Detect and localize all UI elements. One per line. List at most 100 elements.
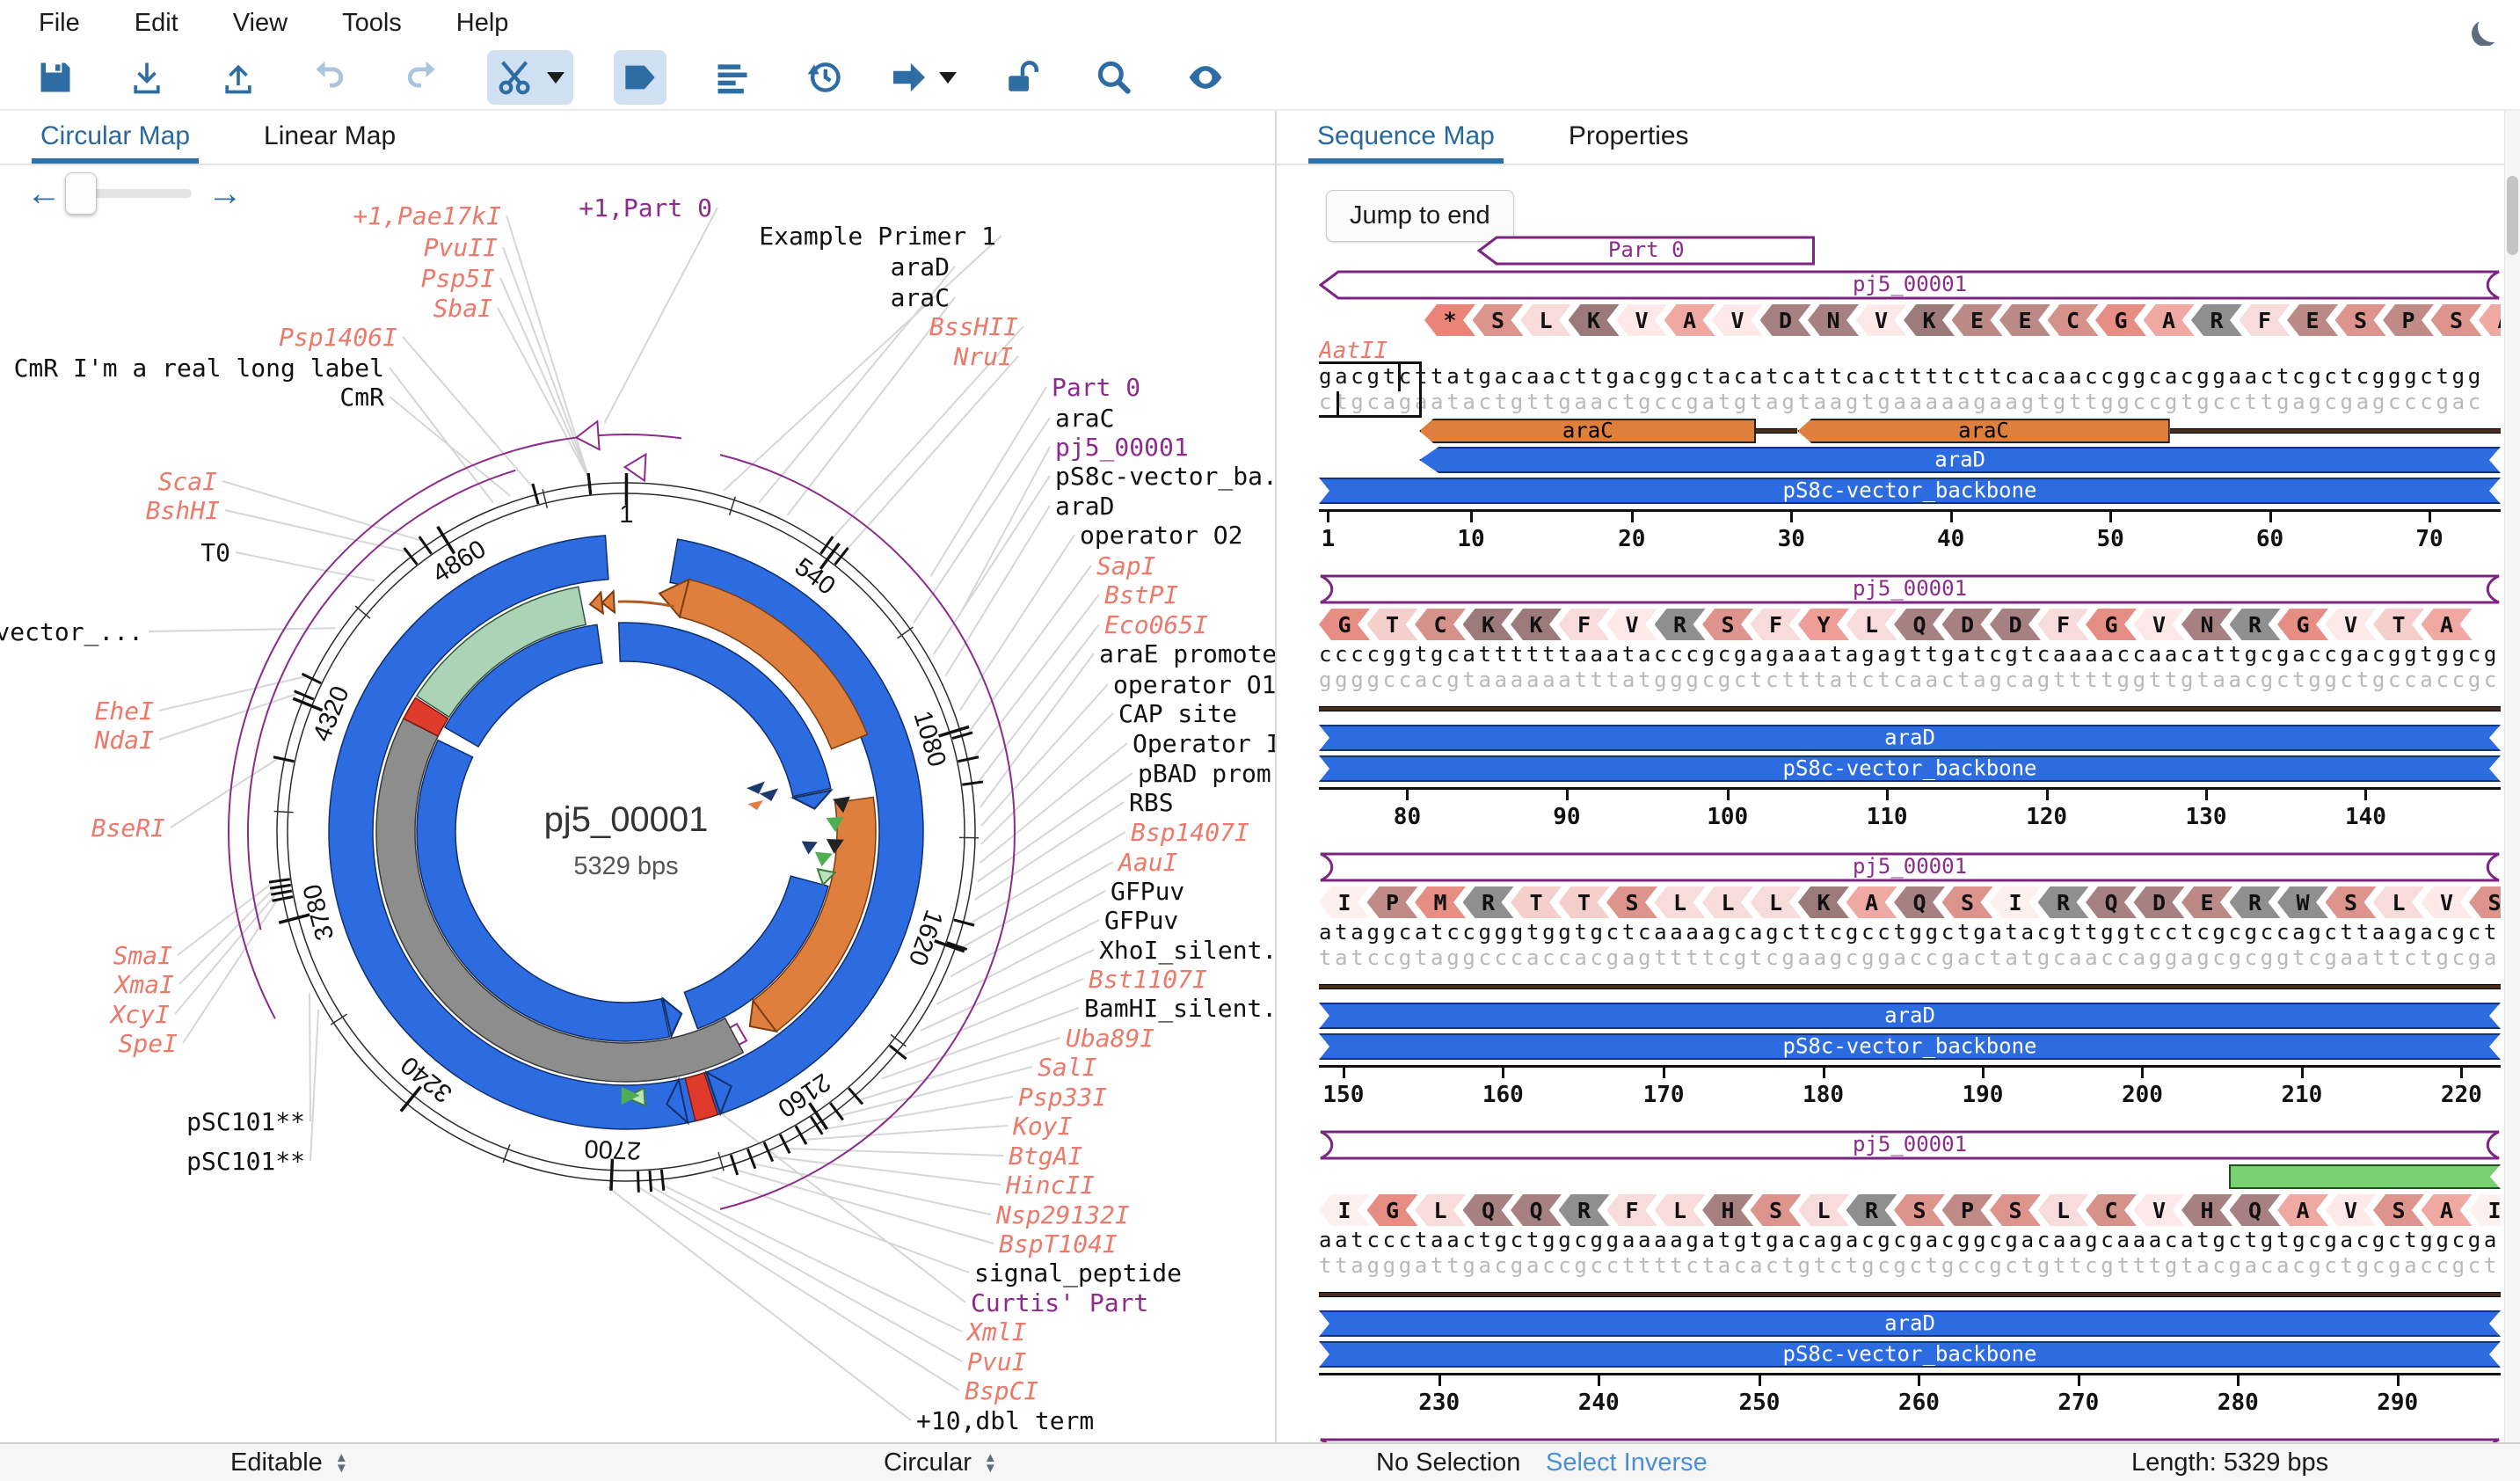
tab-circular-map[interactable]: Circular Map: [32, 121, 200, 164]
amino-acid[interactable]: R: [1463, 886, 1514, 918]
version-history-button[interactable]: [798, 50, 849, 105]
menu-item-edit[interactable]: Edit: [134, 8, 178, 37]
amino-acid[interactable]: A: [2144, 304, 2195, 336]
amino-acid[interactable]: S: [2431, 304, 2482, 336]
undo-button[interactable]: [304, 50, 355, 105]
enzyme-label-bspt104i[interactable]: BspT104I: [999, 1229, 1118, 1258]
feature-line[interactable]: [2169, 428, 2501, 434]
amino-acid[interactable]: F: [2240, 304, 2291, 336]
amino-acid[interactable]: V: [1616, 304, 1667, 336]
amino-acid[interactable]: S: [1702, 609, 1753, 640]
amino-acid[interactable]: E: [2287, 304, 2338, 336]
enzyme-label-bsshii[interactable]: BssHII: [929, 312, 1018, 341]
amino-acid[interactable]: K: [1798, 886, 1849, 918]
feature-label-gfpuv[interactable]: GFPuv: [1104, 906, 1179, 935]
feature-araC[interactable]: araC: [1797, 419, 2170, 443]
dna-sequence-reverse[interactable]: ggggccacgtaaaaaatttatgggcgctctttatctcaac…: [1319, 668, 2501, 692]
amino-acid[interactable]: A: [2277, 1194, 2328, 1226]
amino-acid[interactable]: L: [1702, 886, 1753, 918]
enzyme-label-sapi[interactable]: SapI: [1096, 551, 1156, 580]
enzyme-label-bseri[interactable]: BseRI: [91, 813, 165, 843]
feature-line[interactable]: [1319, 1292, 2501, 1297]
amino-acid[interactable]: R: [1846, 1194, 1897, 1226]
enzyme-label-bsp1407i[interactable]: Bsp1407I: [1131, 818, 1249, 847]
enzyme-label-ehei[interactable]: EheI: [94, 697, 154, 726]
amino-acid[interactable]: G: [2095, 304, 2146, 336]
amino-acid[interactable]: G: [2086, 609, 2137, 640]
feature-label-signal-peptide[interactable]: signal_peptide: [974, 1258, 1183, 1288]
part-annotation-bar[interactable]: pj5_00001: [1319, 574, 2501, 604]
part-label[interactable]: Part 0: [1607, 237, 1685, 262]
amino-acid[interactable]: H: [1702, 1194, 1753, 1226]
enzyme-label-bspci[interactable]: BspCI: [965, 1376, 1039, 1405]
amino-acid[interactable]: K: [1904, 304, 1955, 336]
feature-label-pbad-prom-[interactable]: pBAD prom..: [1138, 759, 1275, 788]
alignment-button[interactable]: [707, 50, 758, 105]
redo-button[interactable]: [396, 50, 447, 105]
amino-acid[interactable]: G: [1367, 1194, 1418, 1226]
amino-acid[interactable]: P: [1367, 886, 1418, 918]
amino-acid[interactable]: R: [2230, 886, 2281, 918]
enzyme-label-spei[interactable]: SpeI: [118, 1029, 178, 1058]
amino-acid[interactable]: K: [1569, 304, 1620, 336]
feature-label--1-part-0[interactable]: +1,Part 0: [579, 193, 712, 223]
enzyme-label-pvui[interactable]: PvuI: [967, 1347, 1027, 1376]
scrollbar-thumb[interactable]: [2507, 176, 2518, 255]
amino-acid[interactable]: F: [1606, 1194, 1657, 1226]
dark-mode-toggle-icon[interactable]: [2478, 12, 2508, 42]
amino-acid[interactable]: S: [1473, 304, 1524, 336]
amino-acid[interactable]: W: [2277, 886, 2328, 918]
dna-sequence-forward[interactable]: ccccggtgcattttttaaatacccgcgagaaatagagttg…: [1319, 642, 2501, 667]
feature-pS8c-vector_backbone[interactable]: pS8c-vector_backbone: [1319, 1341, 2501, 1368]
enzyme-label-psp5i[interactable]: Psp5I: [420, 264, 495, 293]
amino-acid[interactable]: Q: [1511, 1194, 1562, 1226]
cutsite-label[interactable]: AatII: [1319, 338, 1388, 364]
menu-item-file[interactable]: File: [39, 8, 80, 37]
amino-acid[interactable]: E: [2181, 886, 2232, 918]
part-annotation-bar[interactable]: Part 0: [1319, 236, 2501, 266]
amino-acid[interactable]: V: [2326, 609, 2377, 640]
amino-acid[interactable]: L: [1751, 886, 1802, 918]
feature-label-arad[interactable]: araD: [890, 252, 950, 281]
amino-acid[interactable]: E: [1952, 304, 2003, 336]
amino-acid[interactable]: N: [2181, 609, 2232, 640]
enzyme-label-psp1406i[interactable]: Psp1406I: [279, 323, 397, 352]
amino-acid[interactable]: T: [2373, 609, 2424, 640]
enzyme-label-ndai[interactable]: NdaI: [94, 726, 154, 755]
amino-acid[interactable]: Q: [2086, 886, 2137, 918]
feature-araD[interactable]: araD: [1319, 1003, 2501, 1029]
amino-acid[interactable]: S: [2373, 1194, 2424, 1226]
upload-button[interactable]: [213, 50, 264, 105]
enzyme-label-bstpi[interactable]: BstPI: [1104, 580, 1179, 609]
part-annotation-bar[interactable]: pj5_00001: [1319, 852, 2501, 882]
enzyme-label-bst1107i[interactable]: Bst1107I: [1089, 965, 1207, 994]
amino-acid[interactable]: Q: [1894, 886, 1945, 918]
feature-line[interactable]: [1319, 706, 2501, 711]
select-inverse-link[interactable]: Select Inverse: [1546, 1448, 1708, 1477]
feature-label-curtis-part[interactable]: Curtis' Part: [971, 1288, 1149, 1317]
amino-acid[interactable]: F: [2038, 609, 2089, 640]
enzyme-label-smai[interactable]: SmaI: [113, 941, 172, 970]
feature-label-cmr-i-m-a-real-long-label[interactable]: CmR I'm a real long label: [13, 354, 384, 383]
amino-acid[interactable]: V: [2134, 1194, 2185, 1226]
enzyme-label-xcyi[interactable]: XcyI: [110, 1000, 170, 1029]
amino-acid[interactable]: F: [1751, 609, 1802, 640]
feature-label-psc101-[interactable]: pSC101**: [186, 1107, 305, 1136]
feature-label-operator-i-[interactable]: Operator I..: [1133, 729, 1275, 758]
feature-label-arad[interactable]: araD: [1055, 492, 1115, 521]
jump-to-end-button[interactable]: Jump to end: [1326, 190, 1514, 242]
amino-acid[interactable]: R: [2191, 304, 2242, 336]
amino-acid[interactable]: S: [1942, 886, 1993, 918]
enzyme-label-sali[interactable]: SalI: [1038, 1053, 1097, 1082]
zoom-slider-handle[interactable]: [65, 172, 97, 215]
feature-label-example-primer-1[interactable]: Example Primer 1: [759, 222, 996, 251]
amino-acid[interactable]: S: [2335, 304, 2386, 336]
amino-acid[interactable]: R: [2038, 886, 2089, 918]
feature-pS8c-vector_backbone[interactable]: pS8c-vector_backbone: [1319, 1033, 2501, 1060]
amino-acid[interactable]: Q: [1463, 1194, 1514, 1226]
feature-araD[interactable]: araD: [1419, 447, 2501, 473]
primer-annotation[interactable]: [2229, 1164, 2501, 1189]
amino-acid[interactable]: A: [1664, 304, 1715, 336]
feature-label-part-0[interactable]: Part 0: [1052, 373, 1141, 402]
